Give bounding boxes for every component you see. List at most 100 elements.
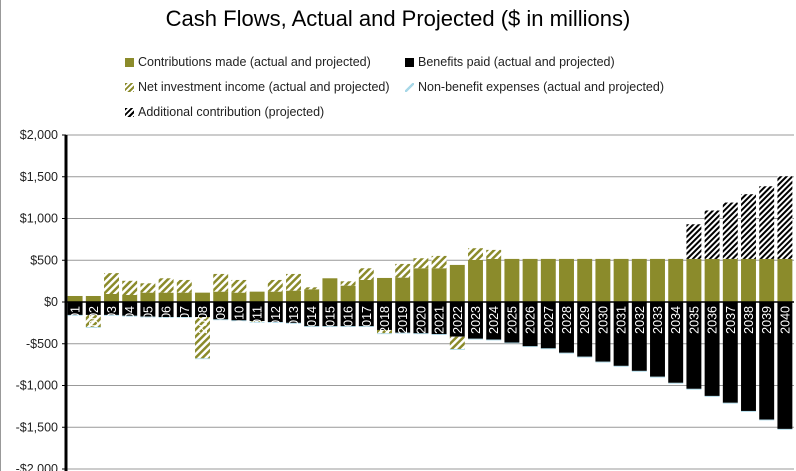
x-tick-label: 2024: [487, 306, 501, 334]
x-tick-label: 2006: [160, 306, 174, 334]
bar-non-benefit-2004: [122, 315, 138, 317]
x-tick-label: 2031: [615, 306, 629, 334]
x-tick-label: 2036: [706, 306, 720, 334]
bar-non-benefit-2009: [213, 319, 229, 321]
bar-benefits-2003: [104, 302, 119, 315]
bar-contributions-2039: [759, 258, 775, 302]
y-tick-label: $1,500: [20, 170, 58, 184]
bar-contributions-2004: [122, 294, 138, 302]
x-tick-label: 2021: [433, 306, 447, 334]
bar-benefits-2026: [522, 302, 538, 347]
bar-net-2024: [486, 249, 502, 259]
legend-additional: Additional contribution (projected): [125, 105, 324, 119]
bar-net-2006: [158, 278, 174, 293]
bar-benefits-2017: [358, 302, 374, 327]
bar-non-benefit-2025: [504, 342, 520, 344]
bar-contributions-2036: [704, 258, 720, 302]
bar-benefits-2012: [267, 302, 283, 323]
legend-non-benefit: Non-benefit expenses (actual and project…: [405, 80, 664, 94]
y-tick-label: $500: [30, 253, 58, 267]
bar-contributions-2010: [231, 292, 247, 302]
bar-non-benefit-2001: [67, 314, 83, 316]
bar-benefits-2011: [249, 302, 265, 322]
bar-non-benefit-2030: [595, 361, 611, 363]
bar-non-benefit-2029: [577, 356, 593, 358]
bar-net-2003: [104, 273, 119, 294]
legend-swatch-black-hatch-icon: [125, 107, 134, 117]
bar-contributions-2035: [686, 258, 702, 302]
bar-benefits-2039: [759, 302, 775, 420]
x-tick-label: 2037: [724, 306, 738, 334]
bar-non-benefit-2007: [176, 317, 192, 318]
bar-benefits-2027: [540, 302, 556, 349]
x-tick-label: 2011: [251, 306, 265, 333]
bar-net-2016: [340, 281, 356, 286]
legend-net-investment: Net investment income (actual and projec…: [125, 80, 390, 94]
bar-net-2010: [231, 279, 247, 293]
bar-non-benefit-2039: [759, 419, 775, 421]
bar-contributions-2020: [413, 268, 429, 302]
bar-contributions-2006: [158, 292, 174, 302]
bar-benefits-2001: [67, 302, 83, 315]
bar-benefits-2022: [449, 302, 465, 337]
legend-label: Benefits paid (actual and projected): [418, 55, 615, 69]
bar-benefits-2033: [650, 302, 665, 377]
bar-benefits-2005: [140, 302, 156, 317]
legend-contributions: Contributions made (actual and projected…: [125, 55, 371, 69]
bar-non-benefit-2010: [231, 320, 247, 322]
bar-contributions-2029: [577, 258, 593, 302]
x-tick-label: 2025: [505, 306, 519, 334]
y-tick-label: $1,000: [20, 212, 58, 226]
bar-non-benefit-2027: [540, 348, 556, 350]
bar-non-benefit-2035: [686, 388, 702, 390]
x-tick-label: 2004: [123, 306, 137, 334]
bar-contributions-2002: [85, 295, 101, 302]
bar-contributions-2008: [195, 292, 210, 302]
legend-swatch-blue-line-icon: [405, 82, 414, 92]
y-tick-label: $0: [44, 295, 58, 309]
bar-net-2002: [85, 314, 101, 328]
bar-contributions-2022: [449, 264, 465, 302]
bar-additional-2035: [686, 224, 702, 259]
bar-contributions-2003: [104, 293, 119, 302]
bar-net-2008: [195, 317, 210, 359]
bar-net-2004: [122, 280, 138, 295]
bar-contributions-2011: [249, 291, 265, 302]
bar-benefits-2007: [176, 302, 192, 318]
bar-net-2020: [413, 258, 429, 269]
x-tick-label: 2032: [633, 306, 647, 334]
x-tick-label: 2023: [469, 306, 483, 334]
bar-benefits-2025: [504, 302, 520, 343]
bar-benefits-2040: [777, 302, 793, 429]
bar-contributions-2030: [595, 258, 611, 302]
x-tick-label: 2028: [560, 306, 574, 334]
bar-non-benefit-2031: [613, 365, 629, 367]
x-tick-label: 2030: [596, 306, 610, 334]
bar-contributions-2015: [322, 278, 338, 302]
bar-additional-2038: [741, 194, 756, 259]
x-tick-label: 2010: [232, 306, 246, 334]
x-tick-label: 2008: [196, 306, 210, 334]
bar-non-benefit-2005: [140, 316, 156, 318]
bar-non-benefit-2011: [249, 321, 265, 323]
bar-benefits-2014: [304, 302, 320, 327]
legend-swatch-black-icon: [405, 57, 414, 67]
bar-non-benefit-2022: [449, 349, 465, 350]
legend-label: Net investment income (actual and projec…: [138, 80, 390, 94]
bar-benefits-2016: [340, 302, 356, 327]
bar-non-benefit-2038: [741, 410, 756, 412]
bar-contributions-2040: [777, 258, 793, 302]
bar-net-2017: [358, 268, 374, 280]
bar-additional-2039: [759, 186, 775, 259]
bar-non-benefit-2016: [340, 326, 356, 328]
x-tick-label: 2022: [451, 306, 465, 334]
bar-non-benefit-2012: [267, 322, 283, 323]
legend-label: Additional contribution (projected): [138, 105, 325, 119]
bar-non-benefit-2028: [559, 352, 574, 354]
bar-contributions-2007: [176, 292, 192, 302]
bar-benefits-2035: [686, 302, 702, 389]
bar-non-benefit-2023: [468, 338, 483, 340]
bar-contributions-2024: [486, 258, 502, 302]
bar-contributions-2025: [504, 258, 520, 302]
